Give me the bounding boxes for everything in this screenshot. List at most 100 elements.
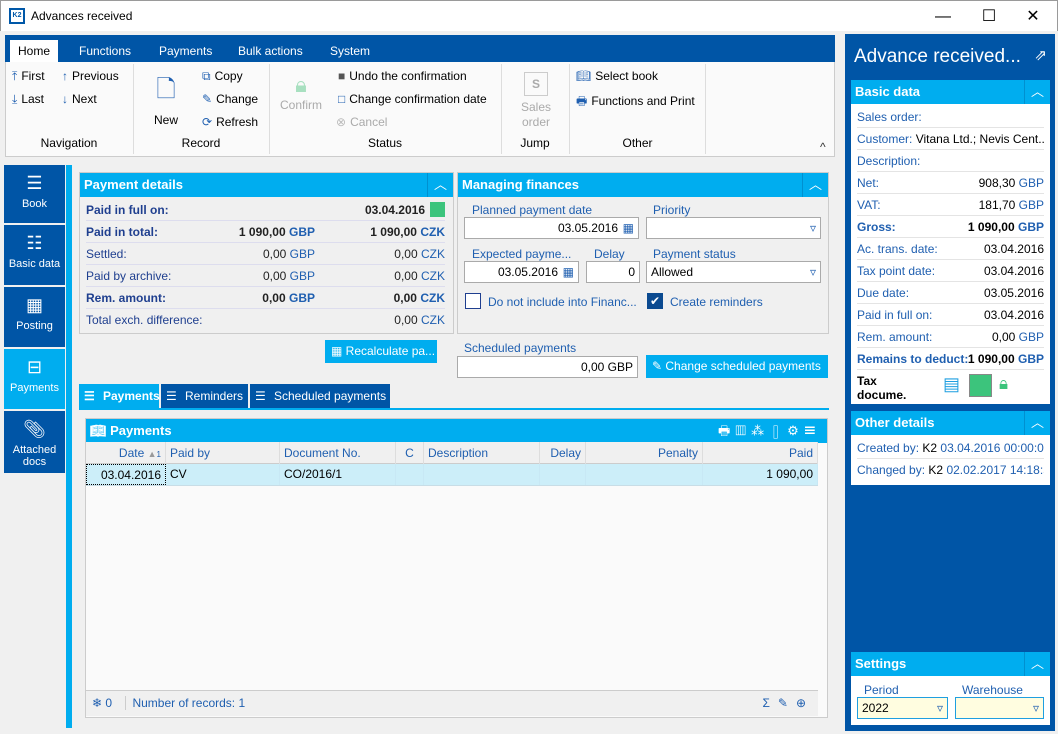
cell-paid-by[interactable]: CV — [166, 464, 280, 485]
cell-description[interactable] — [424, 464, 540, 485]
col-document-no[interactable]: Document No. — [280, 442, 396, 464]
collapse-icon[interactable]: ︿ — [1024, 652, 1050, 676]
nav-posting[interactable]: ▦ Posting — [4, 287, 65, 347]
confirm-label: Confirm — [280, 98, 323, 112]
col-penalty[interactable]: Penalty — [586, 442, 703, 464]
col-paid-by[interactable]: Paid by — [166, 442, 280, 464]
label: Customer: — [857, 132, 913, 146]
last-label: Last — [21, 92, 44, 106]
ribbon-tab-home[interactable]: Home — [10, 40, 59, 62]
previous-button[interactable]: ↑ Previous — [62, 69, 119, 83]
planned-date-input[interactable]: 03.05.2016 ▦ — [464, 217, 639, 239]
value: 181,70 — [978, 198, 1016, 212]
cell-date[interactable]: 03.04.2016 — [86, 464, 166, 485]
nav-attached-docs[interactable]: 📎︎ Attached docs — [4, 411, 65, 473]
dropdown-icon[interactable]: ▿ — [809, 221, 816, 235]
chart-icon[interactable]: ▥ — [735, 423, 752, 438]
first-button[interactable]: ⤒ First — [12, 69, 45, 84]
collapse-icon[interactable]: ︿ — [1024, 80, 1050, 104]
confirm-button[interactable]: 🔒︎ Confirm — [280, 72, 322, 112]
printer-icon[interactable]: 🖶 — [717, 423, 736, 438]
collapse-ribbon-icon[interactable]: ^ — [820, 140, 826, 154]
col-c[interactable]: C — [396, 442, 424, 464]
tab-scheduled-payments[interactable]: ☰ Scheduled payments — [250, 384, 390, 408]
tax-document-icon[interactable]: ▤ — [943, 374, 961, 394]
cancel-button[interactable]: ⊗ Cancel — [336, 115, 387, 129]
change-scheduled-payments-button[interactable]: ✎ Change scheduled payments — [646, 355, 828, 378]
table-row[interactable] — [86, 464, 818, 486]
dropdown-icon[interactable]: ▿ — [936, 701, 943, 715]
pencil-icon[interactable]: ✎ — [777, 696, 796, 710]
columns-icon[interactable]: ▯ — [769, 423, 788, 438]
value: 03.04.2016 — [983, 242, 1044, 256]
copy-button[interactable]: ⧉ Copy — [202, 69, 243, 84]
calendar-icon[interactable]: ▦ — [622, 221, 634, 235]
col-delay[interactable]: Delay — [540, 442, 586, 464]
ribbon-tab-bulk-actions[interactable]: Bulk actions — [238, 44, 303, 58]
cell-c[interactable] — [396, 464, 424, 485]
priority-select[interactable]: ▿ — [646, 217, 821, 239]
panel-title: Other details — [855, 415, 935, 430]
undo-confirmation-button[interactable]: ■ Undo the confirmation — [338, 69, 467, 83]
calendar-icon[interactable]: ▦ — [562, 265, 574, 279]
window-title: Advances received — [31, 9, 133, 23]
nav-payments[interactable]: ⊟ Payments — [4, 349, 65, 409]
nav-book[interactable]: ☰ Book — [4, 165, 65, 223]
new-button[interactable]: 🗋 New — [154, 72, 178, 127]
dropdown-icon[interactable]: ▿ — [809, 265, 816, 279]
nav-label: Posting — [16, 320, 53, 332]
collapse-icon[interactable]: ︿ — [802, 173, 828, 197]
functions-print-button[interactable]: 🖶 Functions and Print — [576, 92, 695, 113]
collapse-icon[interactable]: ︿ — [427, 173, 453, 197]
col-paid[interactable]: Paid — [703, 442, 818, 464]
dropdown-icon[interactable]: ▿ — [1032, 701, 1039, 715]
col-description[interactable]: Description — [424, 442, 540, 464]
collapse-icon[interactable]: ︿ — [1024, 411, 1050, 435]
sales-order-button[interactable]: S Sales order — [518, 72, 554, 130]
not-include-checkbox[interactable] — [465, 293, 481, 309]
ribbon-tab-system[interactable]: System — [330, 44, 371, 58]
currency: GBP — [289, 247, 315, 261]
create-reminders-checkbox[interactable]: ✔ — [647, 293, 663, 309]
refresh-button[interactable]: ⟳ Refresh — [202, 115, 258, 129]
warehouse-select[interactable]: ▿ — [955, 697, 1044, 719]
pencil-icon: ✎ — [652, 359, 666, 373]
recalculate-button[interactable]: ▦ Recalculate pa... — [325, 340, 437, 363]
list-icon: ☰ — [84, 389, 95, 403]
tab-payments[interactable]: ☰ Payments — [79, 384, 160, 408]
settings-icon[interactable]: ⚙ — [787, 423, 804, 438]
cell-paid[interactable]: 1 090,00 — [703, 464, 818, 485]
add-record-icon[interactable]: ⊕ — [795, 696, 814, 710]
delay-input[interactable]: 0 — [586, 261, 640, 283]
cell-penalty[interactable] — [586, 464, 703, 485]
expected-date-input[interactable]: 03.05.2016 ▦ — [464, 261, 579, 283]
period-select[interactable]: 2022 ▿ — [857, 697, 948, 719]
select-book-button[interactable]: 📖︎ Select book — [576, 69, 658, 83]
label: Gross: — [857, 220, 896, 234]
ribbon-tab-payments[interactable]: Payments — [159, 44, 213, 58]
close-button[interactable]: ✕ — [1026, 8, 1040, 25]
tab-reminders[interactable]: ☰ Reminders — [161, 384, 248, 408]
scheduled-payments-field: 0,00 GBP — [457, 356, 638, 378]
col-date[interactable]: Date ▲1 — [86, 442, 166, 464]
payment-status-select[interactable]: Allowed ▿ — [646, 261, 821, 283]
minimize-button[interactable]: — — [935, 8, 951, 25]
cell-document-no[interactable]: CO/2016/1 — [280, 464, 396, 485]
nav-basic-data[interactable]: ☷ Basic data — [4, 225, 65, 285]
maximize-button[interactable]: ☐ — [981, 8, 997, 25]
change-confirmation-date-button[interactable]: □ Change confirmation date — [338, 92, 487, 106]
document-icon: 🗋 — [156, 76, 176, 103]
menu-icon[interactable]: ☰ — [803, 423, 821, 438]
sum-icon[interactable]: Σ — [762, 696, 778, 710]
filter-icon[interactable]: ⁂ — [751, 423, 770, 438]
label: Remains to deduct: — [857, 352, 969, 366]
next-button[interactable]: ↓ Next — [62, 92, 97, 106]
basic-data-panel: Basic data ︿ Sales order: Customer: Vitana… — [851, 80, 1050, 404]
last-button[interactable]: ⤓ Last — [12, 92, 44, 107]
external-link-icon[interactable]: ⇗ — [1034, 47, 1047, 64]
ribbon-tab-functions[interactable]: Functions — [79, 44, 132, 58]
undo-label: Undo the confirmation — [349, 69, 467, 83]
snowflake-icon[interactable]: ❄ — [92, 696, 103, 710]
cell-delay[interactable] — [540, 464, 586, 485]
change-button[interactable]: ✎ Change — [202, 92, 258, 106]
